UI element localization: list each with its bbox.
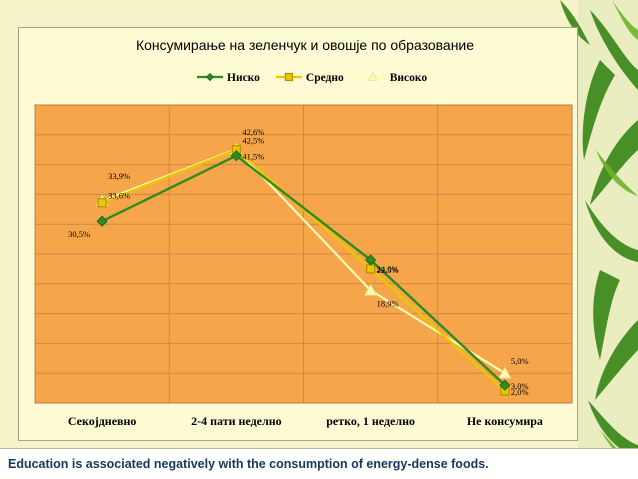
data-label: 22,5% [377,265,399,275]
data-label: 2,0% [511,387,529,397]
chart-frame: Консумирање на зеленчук и овошје по обра… [18,27,578,441]
legend-item: Ниско [197,72,260,84]
chart-title: Консумирање на зеленчук и овошје по обра… [136,37,474,53]
x-tick-label: Не консумира [467,414,543,428]
series-line [101,154,506,386]
data-point [498,366,512,379]
data-point [364,283,378,296]
data-label: 41,5% [242,152,264,162]
data-label: 30,5% [68,229,90,239]
data-label: 24,0% [377,264,399,274]
data-label: 42,6% [242,127,264,137]
data-point [365,254,377,266]
x-tick-label: Секојдневно [68,414,137,428]
data-label: 18,9% [377,298,399,308]
x-tick-label: ретко, 1 неделно [326,414,415,428]
data-point [499,379,511,391]
legend-label: Ниско [227,72,260,84]
legend-label: Средно [306,72,344,84]
series-group: 30,5% 41,5% 24,0% 3,0% 33,6% 42,5% 22,5% 2,0% 33… [68,127,528,397]
data-label: 33,6% [108,191,130,201]
data-point [230,150,242,162]
caption-text: Education is associated negatively with … [8,457,489,471]
x-axis-tick-labels: Секојдневно 2-4 пати неделно ретко, 1 неде… [68,414,543,428]
chart-legend: Ниско Средно Високо [197,71,428,84]
caption-bar: Education is associated negatively with … [0,448,638,479]
data-point [366,264,376,274]
x-tick-label: 2-4 пати неделно [191,414,282,428]
data-label: 33,9% [108,171,130,181]
plot-border [34,104,573,404]
legend-item: Високо [359,71,428,84]
data-point [96,215,108,227]
series-1 [96,150,511,391]
data-labels: 30,5% 41,5% 24,0% 3,0% 33,6% 42,5% 22,5% 2,0% 33… [68,127,528,397]
data-label: 42,5% [242,136,264,146]
legend-label: Високо [390,72,428,84]
data-label: 3,0% [511,381,529,391]
data-point [97,198,107,208]
legend-swatch-marker [284,72,294,82]
data-label: 5,0% [511,356,529,366]
legend-item: Средно [275,72,344,84]
legend-swatch-marker [367,71,378,81]
chart-svg: Консумирање на зеленчук и овошје по обра… [34,37,573,428]
legend-swatch-marker [205,72,215,82]
